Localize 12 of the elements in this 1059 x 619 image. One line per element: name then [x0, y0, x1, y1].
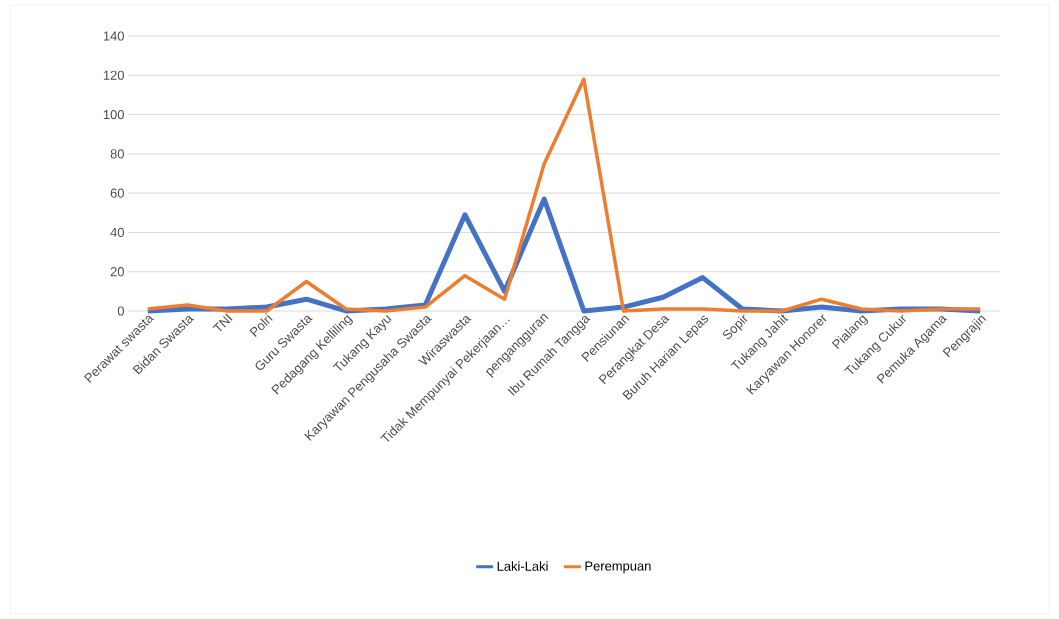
y-tick-label: 100 [103, 109, 124, 120]
y-tick-label: 80 [110, 149, 124, 159]
y-tick-label: 0 [117, 306, 124, 316]
x-tick-label: TNI [212, 313, 233, 332]
y-tick-label: 20 [110, 267, 124, 277]
line-series [146, 77, 982, 313]
legend-label: Perempuan [585, 561, 651, 574]
y-tick-label: 120 [103, 70, 124, 80]
legend-label: Laki-Laki [497, 561, 548, 571]
y-tick-label: 40 [110, 227, 124, 237]
y-tick-label: 140 [103, 31, 124, 41]
y-tick-label: 60 [110, 188, 124, 198]
